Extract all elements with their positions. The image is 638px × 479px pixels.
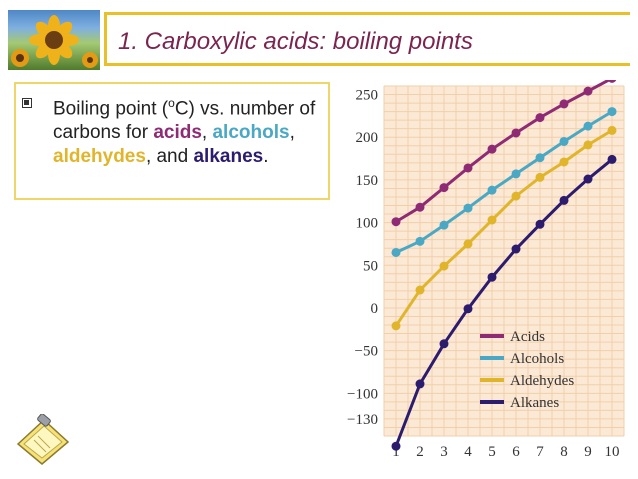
- x-tick-label: 5: [488, 444, 496, 460]
- data-point-alkanes: [463, 304, 473, 314]
- series-line-aldehydes: [394, 129, 613, 327]
- data-point-aldehydes: [391, 321, 401, 331]
- chart-svg: 250 200 150 100 50 0 −50 −100 −130 1 2 3 4 5 6 7 8 9 10 Aci…: [347, 73, 625, 460]
- data-point-alcohols: [439, 220, 449, 230]
- boiling-point-chart: 250 200 150 100 50 0 −50 −100 −130 1 2 3 4 5 6 7 8 9 10 Aci…: [334, 73, 630, 470]
- data-point-alcohols: [391, 247, 401, 257]
- data-point-aldehydes: [415, 285, 425, 295]
- data-point-alcohols: [415, 236, 425, 246]
- data-point-acids: [535, 113, 545, 123]
- y-tick-label: −100: [347, 386, 378, 402]
- series-line-acids: [395, 76, 613, 224]
- bullet-sep3: , and: [145, 146, 194, 168]
- x-tick-label: 6: [512, 444, 520, 460]
- data-point-alkanes: [583, 174, 593, 184]
- data-point-aldehydes: [511, 191, 521, 201]
- aldehydes-label: aldehydes: [53, 146, 146, 168]
- x-tick-label: 4: [464, 444, 472, 460]
- data-point-aldehydes: [559, 157, 569, 167]
- series-line-alcohols: [395, 110, 613, 254]
- y-tick-label: 250: [356, 88, 379, 104]
- alkanes-label: alkanes: [193, 146, 264, 168]
- data-point-acids: [463, 163, 473, 173]
- data-point-acids: [487, 144, 497, 154]
- title-frame: [104, 12, 630, 66]
- y-tick-label: 150: [356, 173, 379, 189]
- legend-label-acids: Acids: [510, 329, 545, 345]
- bullet-prefix: Boiling point (: [53, 98, 169, 120]
- x-tick-label: 8: [560, 444, 568, 460]
- data-point-acids: [583, 86, 593, 96]
- bullet-sep1: ,: [201, 122, 213, 144]
- data-point-alcohols: [583, 121, 593, 131]
- x-tick-label: 1: [392, 444, 400, 460]
- slide-title: 1. Carboxylic acids: boiling points: [118, 28, 473, 55]
- legend-label-aldehydes: Aldehydes: [510, 373, 574, 389]
- acids-label: acids: [153, 122, 202, 144]
- x-tick-label: 2: [416, 444, 424, 460]
- data-point-aldehydes: [487, 215, 497, 225]
- data-point-alcohols: [463, 203, 473, 213]
- bullet-mid: C) vs. number of carbons for: [53, 98, 316, 144]
- data-point-acids: [559, 99, 569, 109]
- clipboard-icon: [14, 413, 72, 471]
- bullet-box: [14, 82, 330, 200]
- y-tick-label: −130: [347, 412, 378, 428]
- bullet-text: Boiling point (oC) vs. number of carbons…: [53, 91, 325, 169]
- legend-label-alkanes: Alkanes: [510, 395, 559, 411]
- data-point-alkanes: [487, 272, 497, 282]
- y-tick-label: −50: [355, 344, 378, 360]
- y-tick-label: 50: [363, 258, 378, 274]
- data-point-aldehydes: [439, 261, 449, 271]
- data-point-aldehydes: [607, 125, 617, 135]
- data-point-acids: [415, 202, 425, 212]
- data-point-alcohols: [487, 185, 497, 195]
- data-point-alcohols: [607, 107, 617, 117]
- data-point-alkanes: [511, 244, 521, 254]
- x-tick-label: 3: [440, 444, 448, 460]
- x-tick-label: 9: [584, 444, 592, 460]
- degree-sup: o: [168, 96, 175, 110]
- data-point-alkanes: [535, 219, 545, 229]
- bullet-sep2: ,: [289, 122, 295, 144]
- data-point-alkanes: [559, 195, 569, 205]
- data-point-alkanes: [391, 441, 401, 451]
- x-tick-label: 7: [536, 444, 544, 460]
- x-tick-label: 10: [605, 444, 620, 460]
- alcohols-label: alcohols: [212, 122, 290, 144]
- data-point-acids: [511, 128, 521, 138]
- bullet-end: .: [263, 146, 269, 168]
- data-point-acids: [391, 217, 401, 227]
- sunflower-photo-icon: [8, 10, 100, 70]
- y-tick-label: 100: [356, 216, 379, 232]
- data-point-aldehydes: [535, 172, 545, 182]
- legend-label-alcohols: Alcohols: [510, 351, 564, 367]
- data-point-alcohols: [511, 169, 521, 179]
- data-point-acids: [439, 183, 449, 193]
- data-point-alkanes: [607, 154, 617, 164]
- data-point-alcohols: [559, 136, 569, 146]
- data-point-alkanes: [415, 379, 425, 389]
- data-point-aldehydes: [463, 239, 473, 249]
- square-bullet-icon: [22, 98, 32, 108]
- data-point-alkanes: [439, 339, 449, 349]
- y-tick-label: 200: [356, 130, 379, 146]
- data-point-acids: [607, 73, 617, 83]
- data-point-alcohols: [535, 153, 545, 163]
- y-tick-label: 0: [371, 301, 379, 317]
- series-line-alkanes: [394, 158, 613, 447]
- data-point-aldehydes: [583, 140, 593, 150]
